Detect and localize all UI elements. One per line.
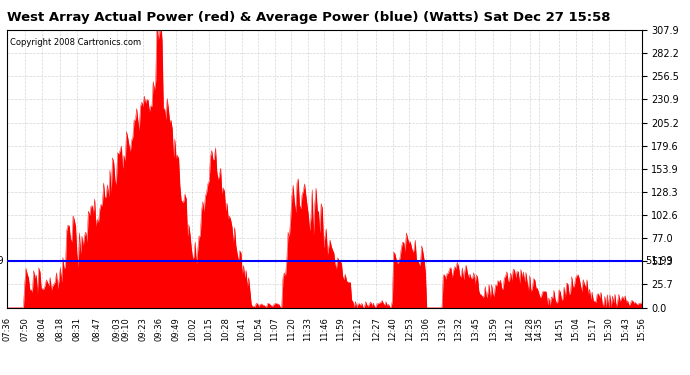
Text: 51.99: 51.99 (645, 256, 673, 266)
Text: Copyright 2008 Cartronics.com: Copyright 2008 Cartronics.com (10, 38, 141, 47)
Text: West Array Actual Power (red) & Average Power (blue) (Watts) Sat Dec 27 15:58: West Array Actual Power (red) & Average … (7, 11, 611, 24)
Text: 51.99: 51.99 (0, 256, 3, 266)
